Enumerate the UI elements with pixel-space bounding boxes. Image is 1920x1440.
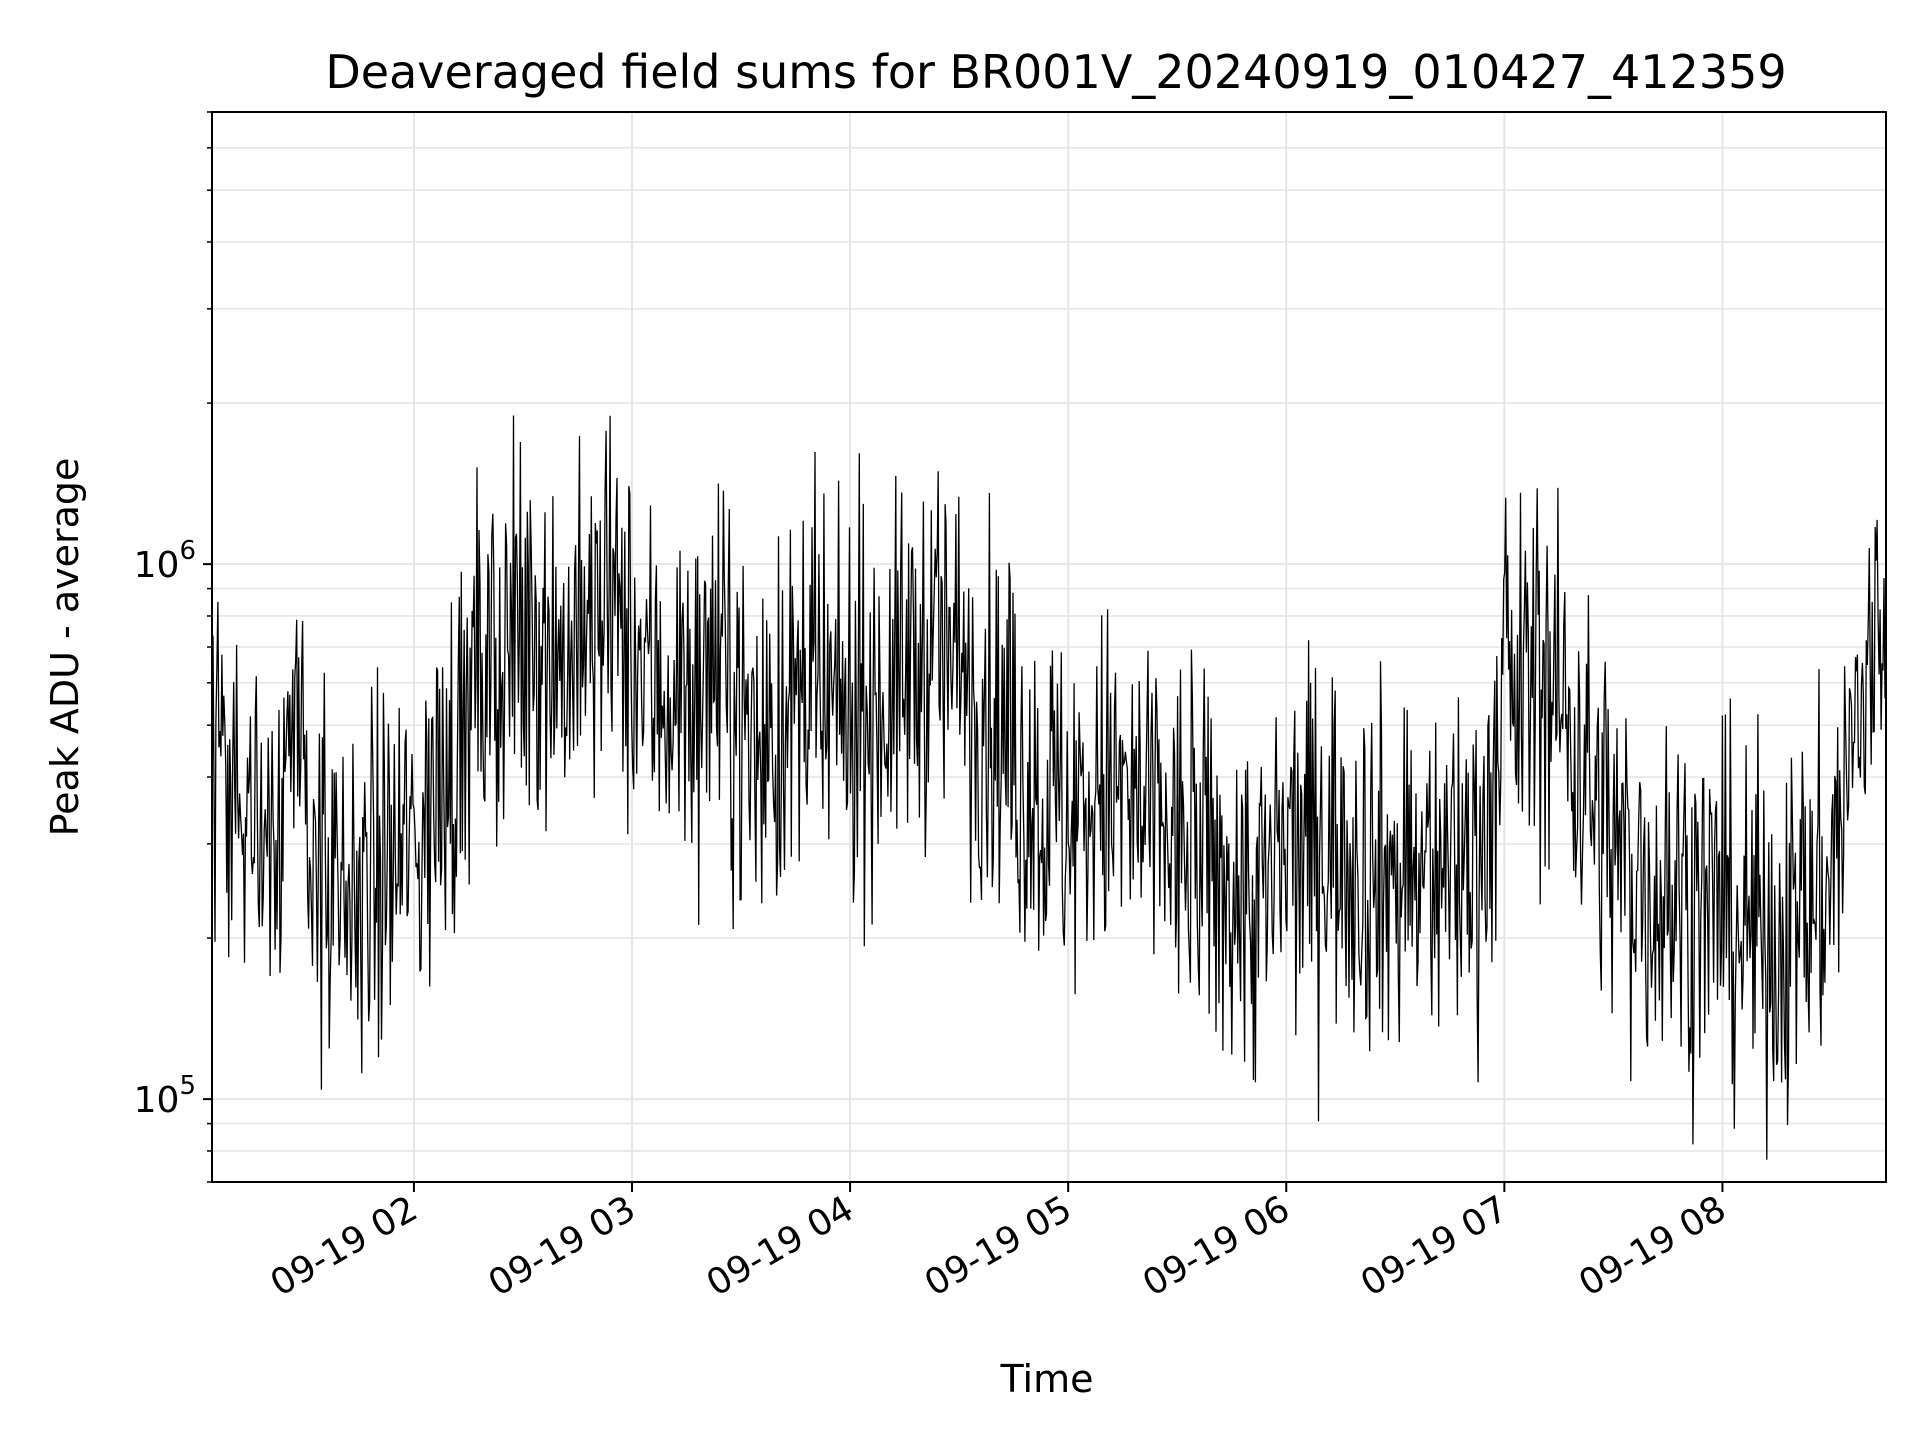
series-line — [211, 415, 1887, 1160]
y-tick-exponent: 6 — [179, 536, 196, 566]
y-tick-base: 10 — [134, 545, 180, 586]
x-axis-label: Time — [1000, 1357, 1094, 1401]
y-tick-exponent: 5 — [179, 1071, 196, 1101]
y-tick-label: 106 — [134, 536, 196, 586]
y-tick-label: 105 — [134, 1071, 196, 1121]
y-tick-base: 10 — [134, 1080, 180, 1121]
chart-title: Deaveraged field sums for BR001V_2024091… — [325, 45, 1786, 99]
y-axis-label: Peak ADU - average — [43, 458, 87, 837]
series-layer — [211, 415, 1887, 1160]
